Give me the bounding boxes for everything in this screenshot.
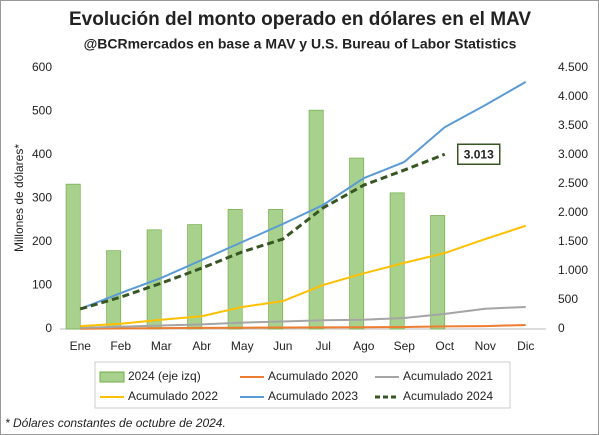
y2-tick-label: 0 — [558, 321, 565, 335]
line — [79, 81, 527, 310]
line — [80, 224, 527, 328]
x-tick-label: Ene — [70, 339, 92, 353]
y2-tick-label: 3.000 — [558, 147, 588, 161]
legend-label: Acumulado 2022 — [128, 389, 218, 403]
x-tick-label: Nov — [475, 339, 496, 353]
y2-tick-label: 1.000 — [558, 263, 588, 277]
y2-tick-label: 1.500 — [558, 234, 588, 248]
y2-tick-label: 3.500 — [558, 118, 588, 132]
legend-swatch — [99, 371, 125, 383]
bar — [227, 209, 243, 330]
y-tick-label: 500 — [32, 104, 52, 118]
footnote: * Dólares constantes de octubre de 2024. — [5, 416, 226, 430]
legend-label: Acumulado 2023 — [268, 389, 358, 403]
x-tick-label: Dic — [517, 339, 534, 353]
chart-title: Evolución del monto operado en dólares e… — [69, 9, 531, 30]
y-tick-label: 400 — [32, 147, 52, 161]
data-label: 3.013 — [464, 147, 494, 161]
line — [80, 323, 526, 330]
y-tick-label: 100 — [32, 278, 52, 292]
y2-tick-label: 2.500 — [558, 176, 588, 190]
y-tick-label: 300 — [32, 191, 52, 205]
bar — [430, 215, 446, 330]
x-tick-label: Abr — [192, 339, 211, 353]
x-tick-label: Jun — [273, 339, 292, 353]
x-tick-label: Jul — [316, 339, 331, 353]
bar — [106, 250, 122, 330]
y2-tick-label: 4.500 — [558, 60, 588, 74]
legend-box — [94, 361, 511, 409]
legend-label: 2024 (eje izq) — [128, 369, 201, 383]
line — [79, 152, 446, 311]
x-tick-label: Oct — [435, 339, 454, 353]
x-tick-label: Mar — [151, 339, 172, 353]
x-tick-label: May — [231, 339, 254, 353]
x-tick-label: Feb — [110, 339, 131, 353]
legend-label: Acumulado 2020 — [268, 369, 358, 383]
bar — [187, 224, 203, 330]
bar — [349, 157, 365, 330]
bar — [308, 109, 324, 330]
bar — [389, 192, 405, 330]
data-label-box — [457, 143, 501, 165]
y2-tick-label: 4.000 — [558, 89, 588, 103]
y-tick-label: 200 — [32, 234, 52, 248]
y2-tick-label: 2.000 — [558, 205, 588, 219]
y-tick-label: 0 — [45, 321, 52, 335]
x-tick-label: Sep — [394, 339, 416, 353]
line — [80, 305, 526, 329]
bar — [65, 183, 81, 330]
y-tick-label: 600 — [32, 60, 52, 74]
legend-label: Acumulado 2024 — [403, 389, 493, 403]
x-tick-label: Ago — [353, 339, 375, 353]
legend-label: Acumulado 2021 — [403, 369, 493, 383]
chart-subtitle: @BCRmercados en base a MAV y U.S. Bureau… — [84, 36, 517, 52]
y2-tick-label: 500 — [558, 292, 578, 306]
y-axis-label: Millones de dólares* — [12, 144, 26, 252]
